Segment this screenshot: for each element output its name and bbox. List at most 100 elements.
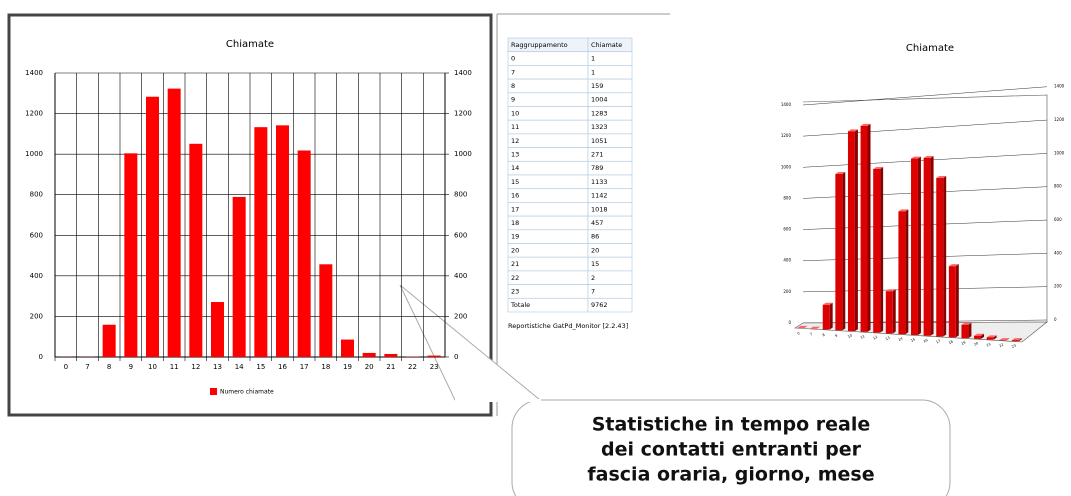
bar-top [847,129,858,132]
table-cell [507,174,589,190]
bar [974,335,982,339]
table-cell [587,297,633,313]
bar [254,127,268,357]
x-tick-label: 17 [300,363,309,371]
x-tick-label: 18 [948,340,954,346]
table-cell-text: 86 [591,233,599,241]
bar [847,131,855,332]
table-cell-text: 21 [511,260,519,268]
y-tick-label: 200 [30,312,43,320]
y2-tick-label: 600 [454,231,467,239]
y2-tick-label: 600 [1054,217,1062,222]
table-cell-text: 1 [591,68,595,76]
bar-top [911,156,921,159]
table-cell [507,215,589,231]
table-cell-text: 15 [511,178,519,186]
bar-top [885,289,896,292]
table-cell [507,51,589,66]
x-tick-label: 0 [797,331,801,336]
bar-side [968,322,972,339]
bar-side [955,264,959,338]
table-cell [507,119,589,135]
table-cell-text: 20 [591,246,599,254]
bar [362,352,376,357]
table-cell [507,284,589,299]
x-tick-label: 10 [148,363,157,371]
bar [232,196,246,357]
bar-side [943,176,947,337]
table-cell-text: 789 [591,164,603,172]
table-cell-text: 15 [591,260,599,268]
table-cell-text: 12 [511,137,519,145]
y-tick-label: 600 [783,227,791,232]
callout-text: Statistiche in tempo reale [592,414,871,436]
y-tick-label: 0 [39,353,43,361]
y-tick-label: 800 [30,191,43,199]
y2-tick-label: 1400 [1054,84,1065,89]
y-tick-label: 0 [788,320,791,325]
bar-side [829,302,833,330]
y-tick-label: 400 [30,272,43,280]
table-cell-text: 1004 [591,96,608,104]
table-cell [507,270,589,285]
table-header: Raggruppamento [511,41,568,49]
x-tick-label: 17 [935,339,941,345]
x-tick-label: 12 [191,363,200,371]
table-cell-text: 17 [511,205,519,213]
y2-tick-label: 0 [1054,317,1057,322]
bar-side [1018,338,1022,342]
bar [124,153,138,357]
bar [822,304,830,330]
x-tick-label: 7 [85,363,89,371]
table-cell [507,92,589,107]
x-tick-label: 20 [973,341,979,347]
table-cell [507,106,589,121]
table-cell-text: 7 [591,287,595,295]
bar-side [905,209,909,335]
bar-top [810,326,821,329]
chart-title: Chiamate [906,43,954,54]
y2-tick-label: 200 [454,312,467,320]
table-cell-text: 19 [511,233,519,241]
grid-line [802,119,1048,137]
x-tick-label: 20 [365,363,374,371]
table-cell [507,147,589,162]
x-tick-label: 23 [430,363,439,371]
table-cell-text: 22 [511,274,519,282]
x-tick-label: 19 [343,363,352,371]
y2-tick-label: 1200 [1054,117,1065,122]
y2-tick-label: 1200 [454,110,472,118]
x-tick-label: 9 [835,334,839,339]
bar [936,178,944,337]
bar-side [1006,338,1010,341]
x-tick-label: 22 [408,363,417,371]
table-cell [507,188,589,203]
bar [898,211,906,335]
x-tick-label: 8 [107,363,111,371]
bar [873,169,881,333]
y2-tick-label: 400 [1054,250,1062,255]
bar-side [880,167,884,333]
x-tick-label: 14 [235,363,244,371]
table-cell [507,229,589,244]
table-cell-text: 1142 [591,192,608,200]
bar-side [867,123,871,332]
y-tick-label: 1200 [781,133,792,138]
bar-side [993,335,997,340]
bar-top [835,171,846,174]
table-cell [507,243,589,258]
bar [102,324,116,357]
table-cell [507,202,589,217]
x-tick-label: 12 [872,335,878,341]
chart-title: Chiamate [226,39,274,50]
x-tick-label: 7 [809,332,813,337]
bar [948,266,956,338]
table-cell [507,65,589,80]
bar [923,157,931,336]
table-cell-text: 1323 [591,123,608,131]
x-tick-label: 16 [278,363,287,371]
y2-tick-label: 200 [1054,284,1062,289]
bar [211,302,224,357]
table-cell-text: 16 [511,192,519,200]
